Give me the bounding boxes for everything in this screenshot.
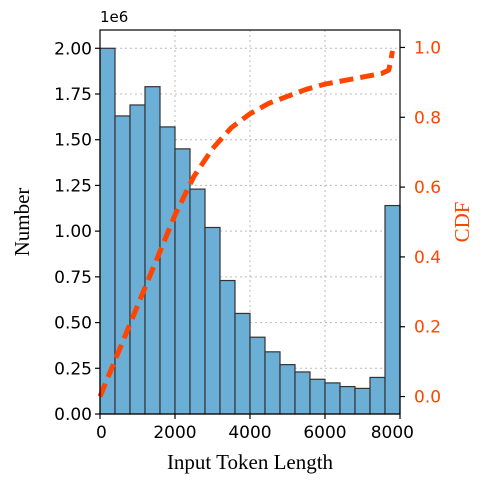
histogram-bar (129, 104, 146, 415)
y-tick-label: 1.75 (54, 85, 92, 105)
histogram-bar (384, 204, 401, 415)
x-tick-label: 2000 (153, 423, 196, 443)
histogram-bar (99, 47, 116, 415)
x-tick-label: 0 (96, 423, 107, 443)
histogram-bar (249, 336, 266, 415)
y-offset-label: 1e6 (100, 8, 128, 26)
y2-tick-label: 1.0 (414, 38, 441, 58)
x-axis: 0 2000 4000 6000 8000 (96, 414, 414, 443)
histogram-bar (204, 226, 221, 415)
histogram-bar (279, 364, 296, 415)
cdf-series (97, 50, 395, 398)
y2-tick-label: 0.4 (414, 248, 441, 268)
histogram-bar (219, 279, 236, 415)
histogram-bars (99, 47, 401, 415)
x-axis-label: Input Token Length (167, 450, 334, 474)
histogram-bar (159, 126, 176, 415)
y2-tick-label: 0.2 (414, 318, 441, 338)
y-tick-label: 0.50 (54, 314, 92, 334)
y2-tick-label: 0.6 (414, 178, 441, 198)
y-tick-label: 1.25 (54, 176, 92, 196)
y-axis-label-left: Number (10, 188, 34, 257)
y-axis-label-right: CDF (450, 202, 474, 243)
histogram-bar (309, 378, 326, 415)
histogram-bar (264, 351, 281, 415)
histogram-bar (369, 376, 386, 415)
x-tick-label: 4000 (228, 423, 271, 443)
x-tick-label: 6000 (303, 423, 346, 443)
cdf-line (97, 50, 395, 398)
y-tick-label: 1.00 (54, 222, 92, 242)
y-tick-label: 1.50 (54, 131, 92, 151)
histogram-bar (174, 148, 191, 415)
y-axis-right: 0.0 0.2 0.4 0.6 0.8 1.0 (400, 38, 441, 408)
histogram-bar (324, 382, 341, 415)
y-axis-left: 0.00 0.25 0.50 0.75 1.00 1.25 1.50 1.75 2.00 (54, 39, 100, 425)
y2-tick-label: 0.0 (414, 388, 441, 408)
y-tick-label: 0.25 (54, 359, 92, 379)
histogram-bar (189, 188, 206, 415)
histogram-bar (114, 115, 131, 415)
y2-tick-label: 0.8 (414, 108, 441, 128)
y-tick-label: 2.00 (54, 39, 92, 59)
histogram-bar (339, 385, 356, 415)
y-tick-label: 0.75 (54, 268, 92, 288)
histogram-bar (294, 371, 311, 415)
x-tick-label: 8000 (371, 423, 414, 443)
histogram-bar (354, 387, 371, 415)
histogram-bar (234, 312, 251, 415)
y-tick-label: 0.00 (54, 405, 92, 425)
